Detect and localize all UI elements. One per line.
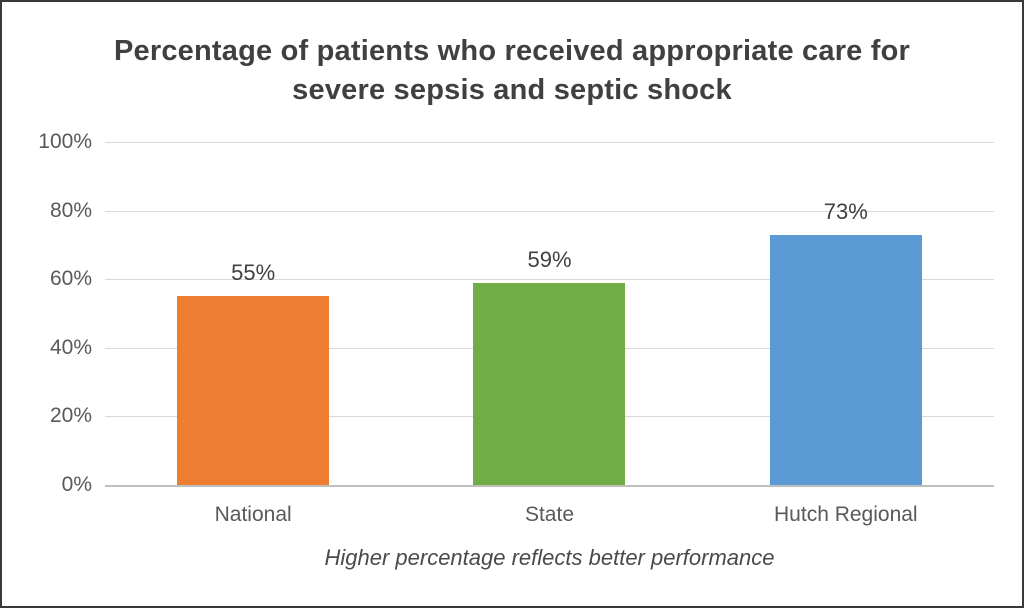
bar-value-label-state: 59% (527, 246, 572, 272)
y-tick-label: 80% (49, 198, 92, 222)
gridline (105, 142, 994, 143)
y-tick-label: 20% (49, 404, 92, 428)
chart-title-line-2: severe sepsis and septic shock (292, 74, 732, 107)
bar-group-state: 59% State (401, 142, 697, 526)
y-tick-label: 0% (61, 473, 92, 496)
plot-area: 55% National 59% State 73% Hutch Regional (105, 142, 994, 526)
bar-group-hutch-regional: 73% Hutch Regional (698, 142, 994, 526)
bar-group-national: 55% National (105, 142, 401, 526)
x-category-label-national: National (214, 503, 292, 526)
y-tick-label: 40% (49, 335, 92, 359)
x-axis-line (105, 485, 994, 487)
bar-hutch-regional (769, 234, 922, 485)
x-category-label-hutch-regional: Hutch Regional (774, 503, 918, 526)
bar-state (473, 282, 626, 485)
y-tick-label: 100% (38, 130, 92, 153)
gridline (105, 210, 994, 212)
bar-value-label-national: 55% (231, 260, 276, 286)
chart-title-line-1: Percentage of patients who received appr… (113, 35, 911, 67)
y-tick-label: 60% (49, 267, 92, 291)
bar-value-label-hutch-regional: 73% (823, 198, 868, 224)
x-category-label-state: State (524, 503, 575, 526)
bar-national (177, 296, 330, 485)
chart-footnote: Higher percentage reflects better perfor… (324, 545, 775, 570)
gridline (105, 279, 994, 281)
y-axis: 0% 20% 40% 60% 80% 100% (2, 130, 92, 496)
bar-series: 55% National 59% State 73% Hutch Regional (105, 142, 994, 526)
chart-title: Percentage of patients who received appr… (2, 32, 1022, 110)
